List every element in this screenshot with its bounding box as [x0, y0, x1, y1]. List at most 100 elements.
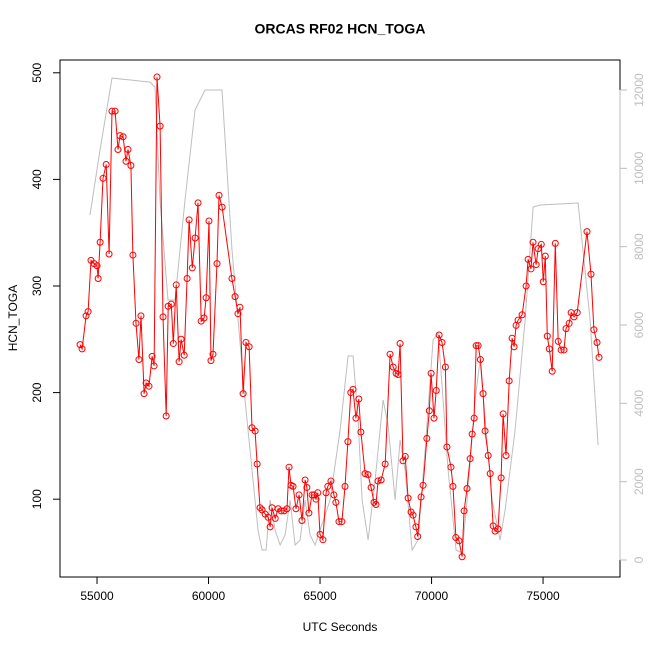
- data-point: [207, 357, 215, 365]
- data-point: [314, 489, 322, 497]
- data-point: [510, 343, 518, 351]
- y2-tick-label: 8000: [632, 233, 646, 260]
- data-point: [481, 427, 489, 435]
- data-point: [425, 407, 433, 415]
- data-point: [231, 293, 239, 301]
- data-point: [236, 303, 244, 311]
- data-point: [497, 474, 505, 482]
- data-point: [108, 107, 116, 115]
- data-point: [386, 350, 394, 358]
- data-point: [167, 300, 175, 308]
- data-point: [587, 270, 595, 278]
- data-point: [322, 489, 330, 497]
- data-point: [332, 498, 340, 506]
- data-point: [253, 460, 261, 468]
- data-point: [554, 337, 562, 345]
- data-point: [330, 491, 338, 499]
- data-point: [352, 414, 360, 422]
- data-point: [327, 477, 335, 485]
- y-tick-label: 200: [30, 382, 44, 402]
- data-point: [412, 523, 420, 531]
- data-point: [341, 482, 349, 490]
- data-point: [116, 132, 124, 140]
- data-point: [522, 282, 530, 290]
- data-point: [377, 476, 385, 484]
- data-point: [319, 536, 327, 544]
- data-point: [256, 504, 264, 512]
- data-point: [251, 427, 259, 435]
- data-point: [593, 338, 601, 346]
- data-point: [312, 495, 320, 503]
- data-point: [532, 261, 540, 269]
- data-point: [541, 252, 549, 260]
- data-point: [505, 377, 513, 385]
- data-point: [355, 395, 363, 403]
- data-point: [486, 470, 494, 478]
- data-point: [419, 481, 427, 489]
- data-point: [472, 342, 480, 350]
- data-point: [409, 511, 417, 519]
- data-point: [529, 238, 537, 246]
- data-point: [435, 331, 443, 339]
- data-point: [137, 312, 145, 320]
- data-point: [295, 491, 303, 499]
- data-point: [310, 491, 318, 499]
- data-point: [191, 234, 199, 242]
- data-point: [468, 430, 476, 438]
- data-point: [590, 326, 598, 334]
- data-point: [239, 390, 247, 398]
- y-tick-label: 500: [30, 62, 44, 82]
- y-tick-label: 100: [30, 489, 44, 509]
- data-point: [370, 498, 378, 506]
- data-point: [573, 309, 581, 317]
- data-point: [156, 122, 164, 130]
- data-point: [537, 240, 545, 248]
- data-point: [132, 319, 140, 327]
- data-point: [527, 265, 535, 273]
- data-point: [349, 385, 357, 393]
- data-point: [524, 255, 532, 263]
- y2-tick-label: 2000: [632, 468, 646, 495]
- data-point: [499, 410, 507, 418]
- data-point: [430, 414, 438, 422]
- data-point: [449, 482, 457, 490]
- data-point: [84, 308, 92, 316]
- data-point: [466, 455, 474, 463]
- data-point: [367, 483, 375, 491]
- chart-title: ORCAS RF02 HCN_TOGA: [255, 21, 426, 37]
- data-point: [374, 477, 382, 485]
- data-point: [114, 146, 122, 154]
- data-point: [234, 310, 242, 318]
- data-point: [94, 275, 102, 283]
- y-axis-title: HCN_TOGA: [6, 285, 20, 351]
- data-point: [441, 363, 449, 371]
- data-point: [583, 228, 591, 236]
- data-point: [443, 443, 451, 451]
- data-point: [205, 217, 213, 225]
- data-point: [404, 494, 412, 502]
- data-point: [150, 362, 158, 370]
- data-point: [264, 513, 272, 521]
- data-point: [93, 262, 101, 270]
- data-point: [177, 335, 185, 343]
- data-point: [183, 275, 191, 283]
- y2-tick-label: 6000: [632, 311, 646, 338]
- data-point: [381, 460, 389, 468]
- data-point: [595, 353, 603, 361]
- data-point: [228, 275, 236, 283]
- data-point: [389, 363, 397, 371]
- y2-tick-label: 0: [632, 556, 646, 563]
- data-point: [277, 507, 285, 515]
- data-point: [514, 316, 522, 324]
- data-point: [372, 501, 380, 509]
- data-point: [539, 278, 547, 286]
- data-point: [364, 471, 372, 479]
- data-point: [357, 428, 365, 436]
- x-tick-label: 70000: [415, 589, 449, 603]
- data-point: [432, 386, 440, 394]
- data-point: [283, 505, 291, 513]
- data-point: [76, 341, 84, 349]
- data-point: [502, 451, 510, 459]
- data-point: [399, 457, 407, 465]
